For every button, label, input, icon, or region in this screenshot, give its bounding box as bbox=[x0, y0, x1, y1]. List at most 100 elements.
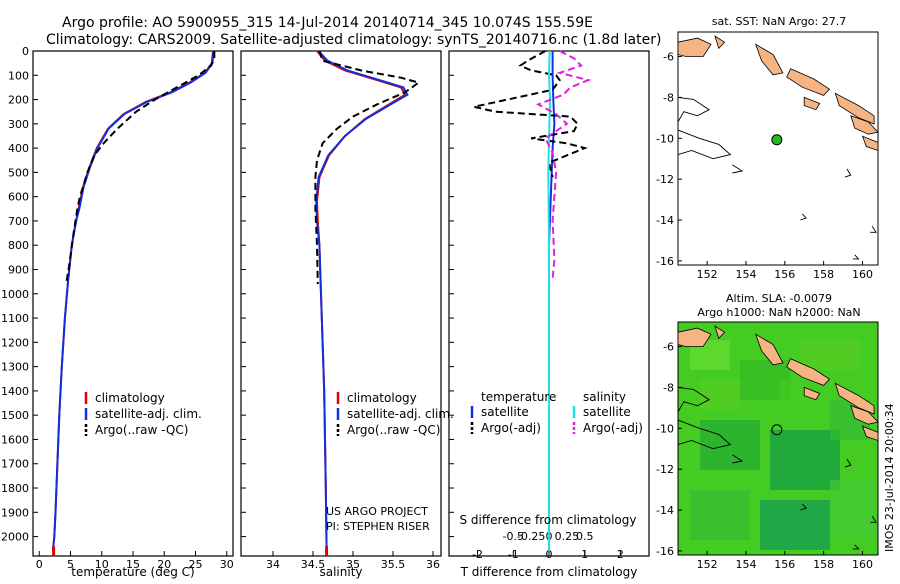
island bbox=[850, 115, 879, 135]
series-line-argo-raw-qc- bbox=[65, 51, 216, 285]
depth-tick-label: 1700 bbox=[1, 458, 29, 471]
depth-tick-label: 700 bbox=[8, 215, 29, 228]
island bbox=[861, 425, 879, 442]
reef-outline bbox=[732, 454, 744, 464]
island bbox=[677, 327, 712, 347]
t-diff-tick-label: 1 bbox=[581, 548, 588, 561]
map-lon-label: 158 bbox=[813, 558, 834, 571]
depth-tick-label: 1900 bbox=[1, 506, 29, 519]
map-lat-label: -6 bbox=[663, 341, 674, 354]
t-difference-label: T difference from climatology bbox=[460, 565, 638, 579]
depth-tick-label: 600 bbox=[8, 191, 29, 204]
map-lon-label: 158 bbox=[813, 268, 834, 281]
argo-location-marker-sla bbox=[771, 424, 783, 436]
map-lat-label: -16 bbox=[656, 255, 674, 268]
depth-tick-label: 1400 bbox=[1, 385, 29, 398]
temperature-series bbox=[52, 50, 216, 556]
reef-outline bbox=[677, 96, 710, 123]
map-lon-label: 154 bbox=[735, 558, 756, 571]
pi-annotation: PI: STEPHEN RISER bbox=[326, 520, 430, 533]
t-diff-tick-label: 2 bbox=[617, 548, 624, 561]
map-lon-label: 156 bbox=[774, 268, 795, 281]
island bbox=[754, 43, 784, 76]
difference-series bbox=[473, 50, 592, 552]
reef-outline bbox=[852, 544, 860, 550]
project-annotation: US ARGO PROJECT bbox=[326, 505, 428, 518]
salinity-x-tick-label: 36 bbox=[426, 558, 440, 571]
temperature-x-tick-label: 5 bbox=[67, 558, 74, 571]
reef-outline bbox=[800, 213, 808, 221]
temperature-x-tick-label: 0 bbox=[36, 558, 43, 571]
difference-panel: -2 -1 0 1 2-0.5-0.25 0 0.250.5 temperature sali… bbox=[448, 50, 650, 579]
sla-map-title-2: Argo h1000: NaN h2000: NaN bbox=[697, 306, 860, 319]
temperature-x-tick-label: 25 bbox=[189, 558, 203, 571]
series-line-argo-raw-qc- bbox=[314, 50, 421, 285]
sla-patch bbox=[700, 380, 740, 410]
sla-field bbox=[690, 340, 875, 550]
series-line-satellite-adj-clim- bbox=[52, 50, 215, 552]
depth-axis: 0 100 200 300 400 500 600 700 800 900 1000 1100 1200… bbox=[1, 45, 38, 544]
sla-patch bbox=[760, 500, 830, 550]
difference-legend: temperature salinitysatelliteArgo(-adj)sa… bbox=[470, 390, 643, 435]
map-lon-label: 154 bbox=[735, 268, 756, 281]
salinity-panel: 34 34.5 35 35.5 36 climatology satellite-adj.… bbox=[240, 50, 454, 579]
salinity-xlabel: salinity bbox=[319, 565, 362, 579]
series-line-argo-adj- bbox=[535, 50, 592, 280]
map-lat-label: -14 bbox=[656, 214, 674, 227]
imos-stamp: IMOS 23-Jul-2014 20:00:34 bbox=[883, 403, 896, 552]
depth-tick-label: 1800 bbox=[1, 482, 29, 495]
salinity-x-tick-label: 35.5 bbox=[381, 558, 406, 571]
island bbox=[677, 37, 712, 57]
depth-tick-label: 1500 bbox=[1, 409, 29, 422]
t-diff-tick-label: -2 bbox=[472, 548, 483, 561]
map-lat-label: -16 bbox=[656, 545, 674, 558]
map-lat-label: -12 bbox=[656, 173, 674, 186]
island bbox=[850, 405, 879, 425]
s-diff-tick-label: -0.25 bbox=[517, 530, 545, 543]
series-line-climatology bbox=[52, 50, 214, 552]
depth-tick-label: 0 bbox=[22, 45, 29, 58]
sla-patch bbox=[800, 340, 860, 370]
map-lat-label: -8 bbox=[663, 381, 674, 394]
map-lat-label: -8 bbox=[663, 91, 674, 104]
island bbox=[834, 382, 875, 415]
reef-outline bbox=[732, 164, 744, 174]
map-lon-label: 152 bbox=[697, 558, 718, 571]
temperature-panel: 0100200300400500600700800900100011001200… bbox=[1, 45, 234, 579]
reef-outline bbox=[844, 458, 852, 468]
sst-map-title: sat. SST: NaN Argo: 27.7 bbox=[712, 15, 846, 28]
map-lat-label: -6 bbox=[663, 51, 674, 64]
s-diff-tick-label: -0.5 bbox=[503, 530, 524, 543]
depth-tick-label: 100 bbox=[8, 69, 29, 82]
sla-map-title-1: Altim. SLA: -0.0079 bbox=[726, 292, 832, 305]
salinity-x-tick-label: 35 bbox=[346, 558, 360, 571]
island bbox=[834, 92, 875, 125]
map-lon-label: 152 bbox=[697, 268, 718, 281]
header-line-2: Climatology: CARS2009. Satellite-adjuste… bbox=[46, 32, 661, 48]
temperature-x-tick-label: 30 bbox=[220, 558, 234, 571]
depth-tick-label: 800 bbox=[8, 239, 29, 252]
salinity-x-tick-label: 34 bbox=[266, 558, 280, 571]
argo-location-marker bbox=[771, 134, 783, 146]
map-lat-label: -10 bbox=[656, 422, 674, 435]
legend-label: climatology bbox=[347, 391, 417, 405]
island bbox=[861, 135, 879, 152]
series-line-satellite-adj-clim- bbox=[315, 50, 409, 552]
depth-tick-label: 300 bbox=[8, 118, 29, 131]
depth-tick-label: 900 bbox=[8, 264, 29, 277]
depth-tick-label: 1600 bbox=[1, 433, 29, 446]
map-lat-label: -14 bbox=[656, 504, 674, 517]
island bbox=[714, 35, 726, 50]
island bbox=[786, 358, 831, 386]
reef-outline bbox=[677, 129, 732, 160]
map-lon-label: 160 bbox=[852, 558, 873, 571]
sla-patch bbox=[770, 430, 840, 490]
depth-tick-label: 2000 bbox=[1, 531, 29, 544]
legend-label: Argo(..raw -QC) bbox=[347, 423, 440, 437]
legend-label: satellite bbox=[481, 405, 529, 419]
temperature-axes-frame bbox=[32, 50, 234, 557]
temperature-x-tick-label: 20 bbox=[157, 558, 171, 571]
t-diff-tick-label: 0 bbox=[546, 548, 553, 561]
